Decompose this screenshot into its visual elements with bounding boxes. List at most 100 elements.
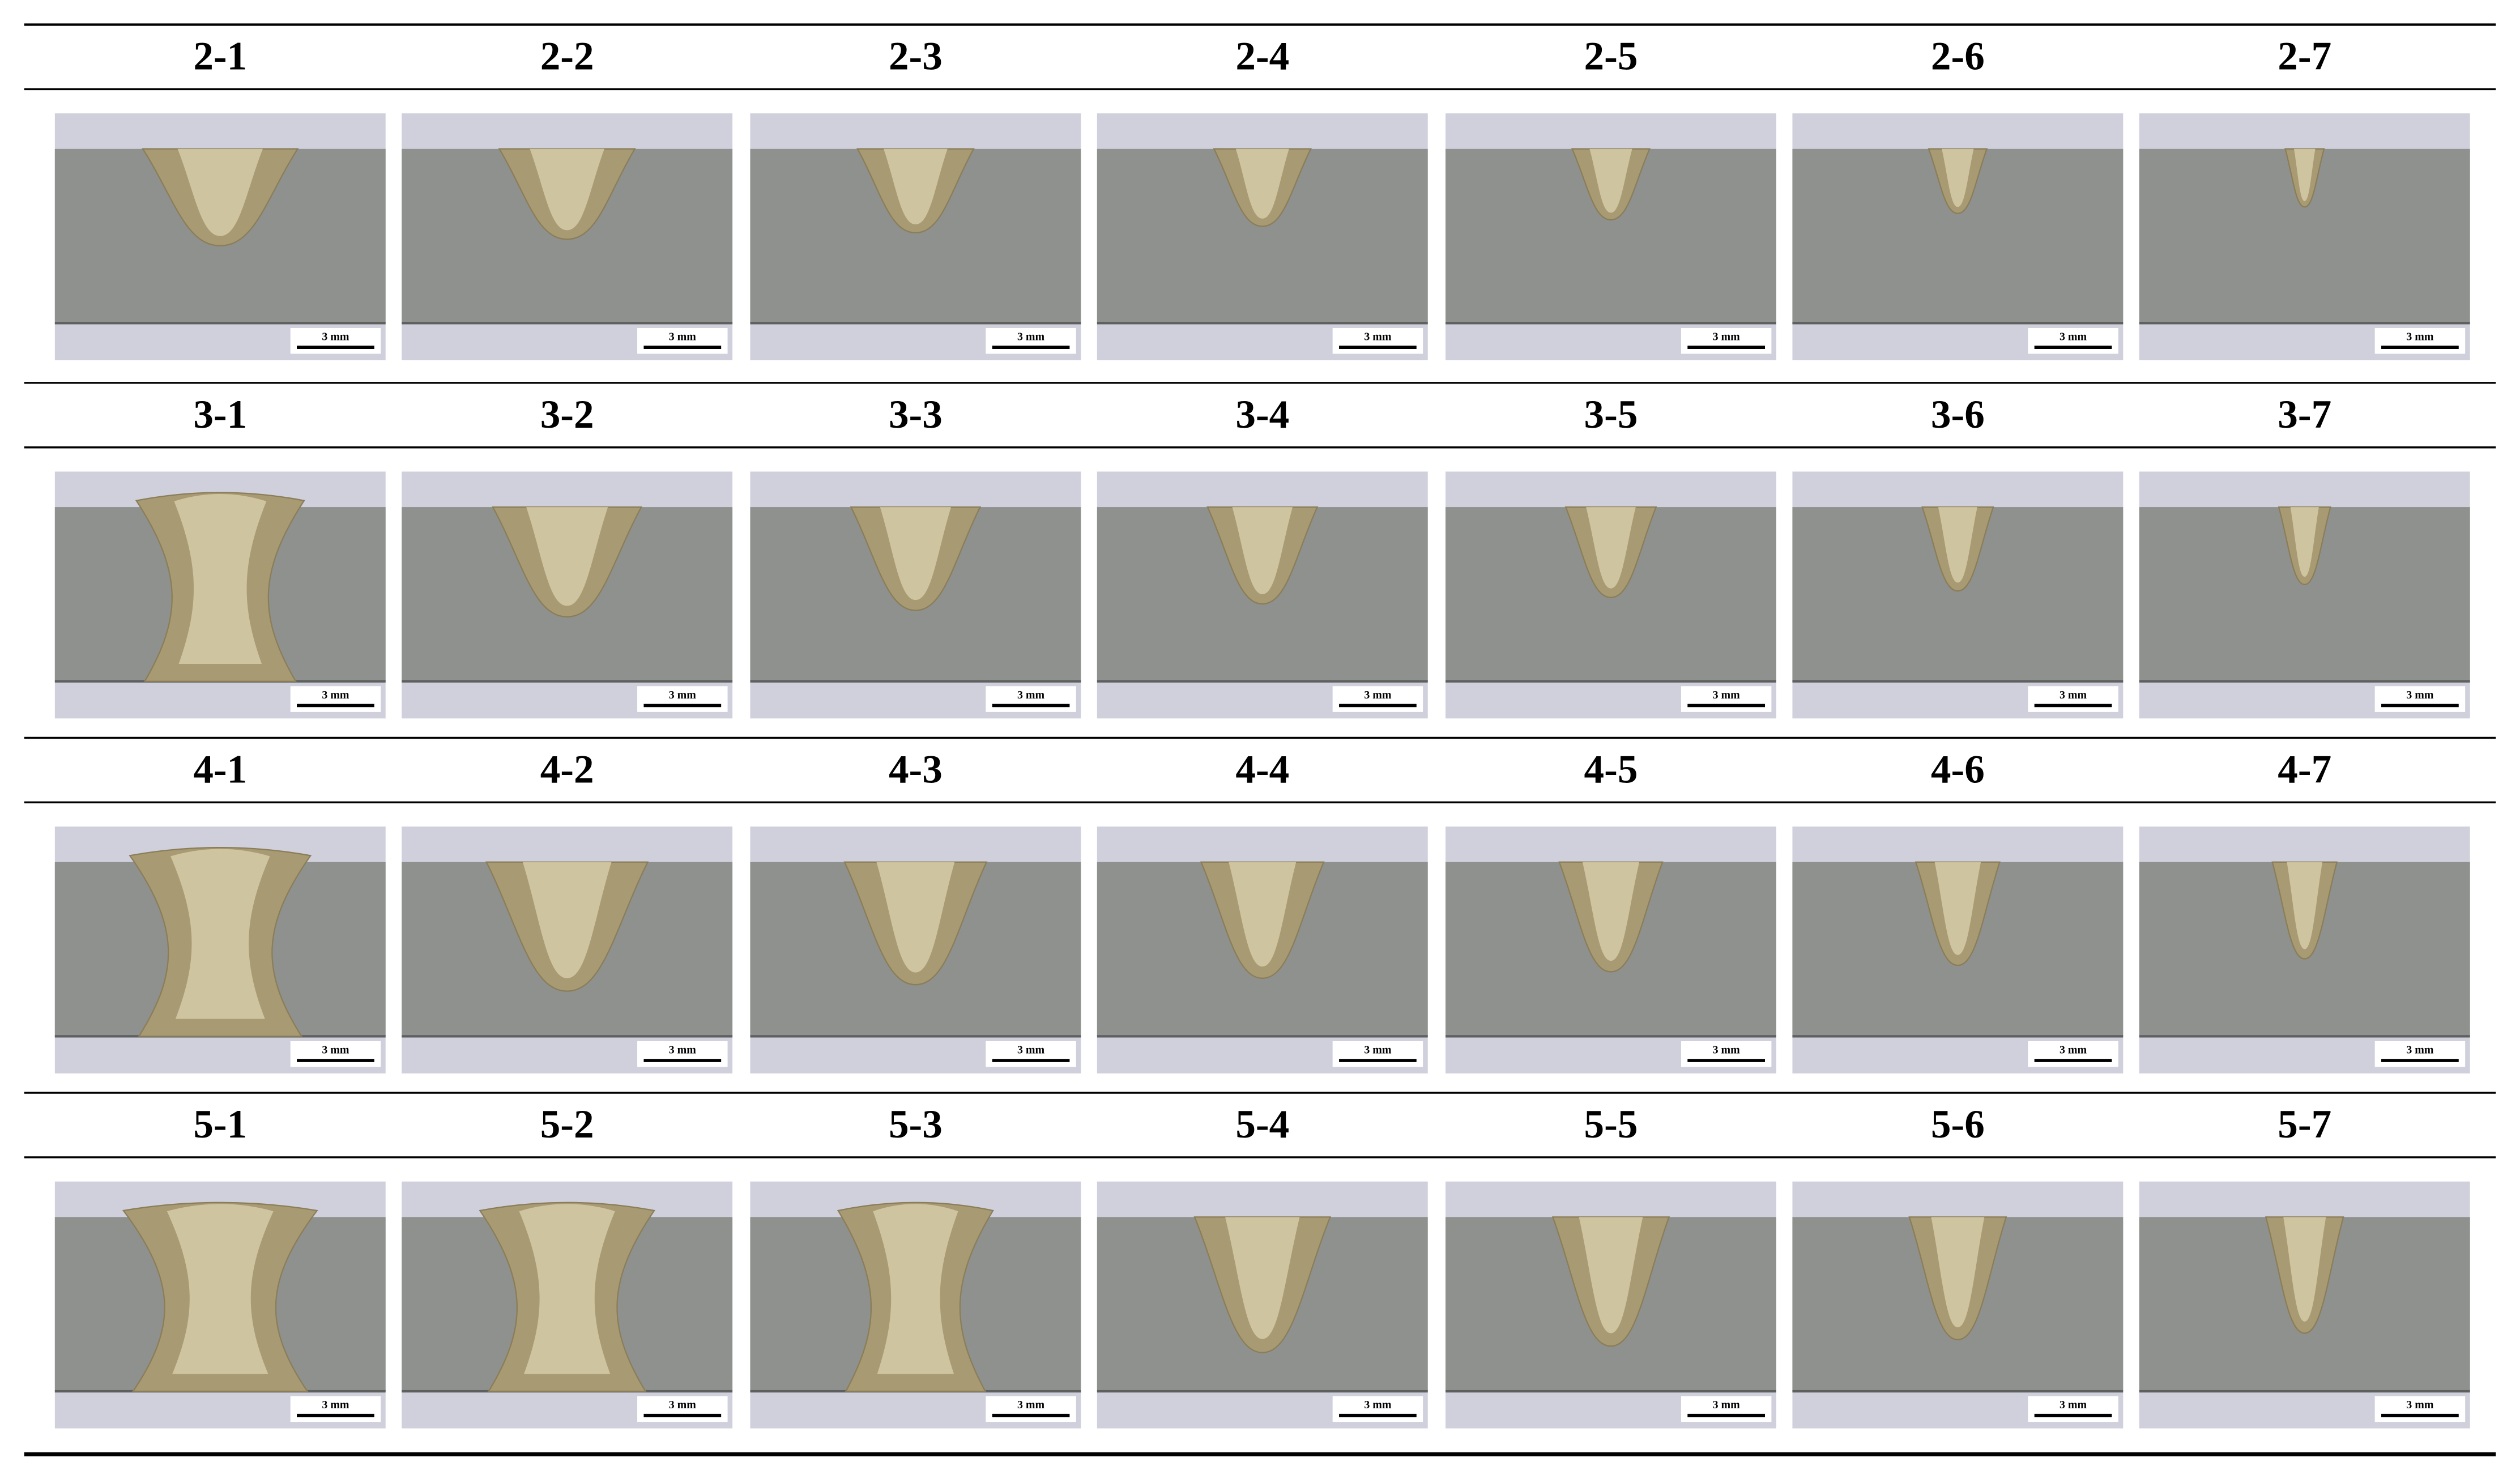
sample-label: 2-2 [540, 34, 594, 78]
sample-label: 3-3 [889, 393, 943, 437]
sample-label: 3-2 [540, 393, 594, 437]
micrograph: 3 mm [750, 827, 1081, 1073]
scale-bar-box [2374, 1396, 2466, 1422]
scale-bar-box [290, 327, 381, 354]
micrograph: 3 mm [1792, 113, 2124, 360]
micrograph: 3 mm [2139, 113, 2470, 360]
sample-label: 3-6 [1931, 393, 1985, 437]
scale-bar-label: 3 mm [1713, 689, 1741, 701]
weld-fusion [1235, 148, 1289, 219]
micrograph: 3 mm [1097, 1181, 1428, 1429]
weld-fusion [1582, 862, 1640, 961]
scale-bar-box [2374, 327, 2466, 354]
micrograph: 3 mm [54, 113, 386, 360]
scale-bar-box [2028, 1041, 2118, 1067]
sample-label: 5-6 [1931, 1102, 1985, 1147]
scale-bar-label: 3 mm [1017, 1044, 1045, 1056]
micrograph: 3 mm [750, 471, 1081, 719]
micrograph: 3 mm [1446, 1181, 1776, 1429]
weld-fusion [883, 148, 948, 225]
scale-bar-box [290, 1041, 381, 1067]
weld-fusion [876, 862, 955, 973]
weld-fusion [1225, 1217, 1300, 1339]
sample-label: 3-4 [1235, 393, 1289, 437]
weld-fusion [1934, 862, 1981, 955]
weld-fusion [530, 148, 604, 231]
micrograph: 3 mm [750, 1181, 1081, 1429]
scale-bar-label: 3 mm [1364, 689, 1392, 701]
scale-bar-label: 3 mm [2060, 689, 2087, 701]
sample-label: 5-1 [193, 1102, 247, 1147]
scale-bar-label: 3 mm [1017, 331, 1045, 343]
micrograph: 3 mm [402, 827, 733, 1073]
sample-label: 4-1 [193, 747, 247, 791]
scale-bar-label: 3 mm [2060, 1044, 2087, 1056]
scale-bar-box [2028, 327, 2118, 354]
weld-fusion [1579, 1217, 1643, 1334]
scale-bar-label: 3 mm [1017, 689, 1045, 701]
sample-label: 4-6 [1931, 747, 1985, 791]
sample-label: 4-7 [2278, 747, 2331, 791]
scale-bar-box [1681, 1041, 1772, 1067]
scale-bar-label: 3 mm [669, 1044, 697, 1056]
sample-label: 2-7 [2278, 34, 2331, 78]
scale-bar-box [637, 1396, 728, 1422]
scale-bar-box [1332, 1041, 1423, 1067]
scale-bar-label: 3 mm [1713, 331, 1741, 343]
scale-bar-label: 3 mm [2060, 331, 2087, 343]
scale-bar-box [637, 327, 728, 354]
weld-fusion [177, 148, 263, 236]
weld-fusion [1589, 148, 1632, 213]
weld-fusion [167, 1204, 274, 1374]
scale-bar-box [637, 1041, 728, 1067]
scale-bar-label: 3 mm [2406, 1399, 2434, 1411]
scale-bar-label: 3 mm [1364, 331, 1392, 343]
sample-label: 2-1 [193, 34, 247, 78]
weld-fusion [1232, 507, 1293, 594]
scale-bar-box [986, 1396, 1076, 1422]
weld-fusion [1931, 1217, 1985, 1328]
micrograph: 3 mm [2139, 1181, 2470, 1429]
micrograph: 3 mm [402, 113, 733, 360]
scale-bar-label: 3 mm [322, 1044, 349, 1056]
sample-label: 3-1 [193, 393, 247, 437]
micrograph: 3 mm [1792, 1181, 2124, 1429]
weld-fusion [2287, 862, 2323, 949]
weld-fusion [873, 1204, 958, 1374]
sample-label: 2-4 [1235, 34, 1289, 78]
weld-fusion [522, 862, 612, 978]
micrograph: 3 mm [2139, 471, 2470, 719]
sample-label: 5-5 [1584, 1102, 1638, 1147]
scale-bar-box [986, 327, 1076, 354]
scale-bar-label: 3 mm [2406, 689, 2434, 701]
scale-bar-label: 3 mm [2406, 331, 2434, 343]
scale-bar-box [986, 686, 1076, 712]
scale-bar-label: 3 mm [669, 1399, 697, 1411]
scale-bar-label: 3 mm [2060, 1399, 2087, 1411]
scale-bar-box [2028, 1396, 2118, 1422]
scale-bar-box [1332, 686, 1423, 712]
micrograph: 3 mm [1446, 471, 1776, 719]
weld-fusion [2290, 507, 2319, 577]
scale-bar-box [986, 1041, 1076, 1067]
scale-bar-box [2028, 686, 2118, 712]
sample-label: 3-7 [2278, 393, 2331, 437]
micrograph: 3 mm [1792, 471, 2124, 719]
scale-bar-label: 3 mm [322, 331, 349, 343]
sample-label: 4-4 [1235, 747, 1289, 791]
scale-bar-box [1332, 327, 1423, 354]
weld-fusion [174, 494, 267, 664]
sample-label: 3-5 [1584, 393, 1638, 437]
micrograph: 3 mm [1097, 471, 1428, 719]
scale-bar-label: 3 mm [1364, 1399, 1392, 1411]
sample-label: 2-6 [1931, 34, 1985, 78]
scale-bar-box [637, 686, 728, 712]
scale-bar-box [1681, 686, 1772, 712]
sample-label: 4-2 [540, 747, 594, 791]
weld-fusion [170, 849, 270, 1019]
weld-fusion [519, 1204, 615, 1374]
scale-bar-box [1332, 1396, 1423, 1422]
weld-fusion [880, 507, 952, 600]
